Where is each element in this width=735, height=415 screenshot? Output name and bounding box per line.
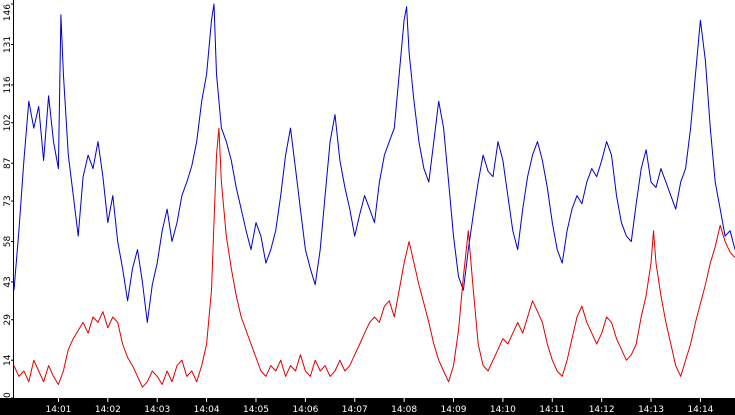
y-tick-label: 0 bbox=[3, 392, 13, 398]
x-axis-strip bbox=[0, 398, 735, 415]
y-tick-label: 116 bbox=[3, 76, 13, 93]
x-tick-label: 14:04 bbox=[194, 405, 220, 415]
y-tick-label: 146 bbox=[3, 4, 13, 21]
y-tick-label: 102 bbox=[3, 114, 13, 131]
y-tick-label: 29 bbox=[3, 314, 13, 326]
y-axis: 0 14 29 43 58 73 87 102 116 131 146 bbox=[0, 0, 14, 399]
series-line-1 bbox=[13, 3, 735, 323]
x-tick-label: 14:10 bbox=[490, 405, 516, 415]
x-tick-label: 14:02 bbox=[95, 405, 121, 415]
y-tick-label: 58 bbox=[3, 235, 13, 247]
x-tick-label: 14:05 bbox=[243, 405, 269, 415]
x-tick-label: 14:08 bbox=[391, 405, 417, 415]
x-tick-label: 14:03 bbox=[144, 405, 170, 415]
x-axis: 14:01 14:02 14:03 14:04 14:05 14:06 14:07 14:08… bbox=[0, 398, 735, 415]
series-layer bbox=[13, 3, 735, 388]
y-tick-label: 131 bbox=[3, 36, 13, 53]
y-tick-label: 87 bbox=[3, 157, 13, 168]
x-tick-label: 14:07 bbox=[342, 405, 368, 415]
y-axis-strip bbox=[0, 0, 14, 398]
y-tick-label: 14 bbox=[3, 354, 13, 366]
series-line-2 bbox=[13, 127, 735, 388]
x-tick-label: 14:06 bbox=[292, 405, 318, 415]
x-tick-label: 14:09 bbox=[441, 405, 467, 415]
y-tick-label: 73 bbox=[3, 195, 13, 206]
x-tick-label: 14:14 bbox=[687, 405, 713, 415]
x-tick-label: 14:01 bbox=[45, 405, 71, 415]
x-tick-label: 14:13 bbox=[638, 405, 664, 415]
y-tick-label: 43 bbox=[3, 276, 13, 287]
x-tick-label: 14:12 bbox=[589, 405, 615, 415]
x-tick-label: 14:11 bbox=[539, 405, 565, 415]
